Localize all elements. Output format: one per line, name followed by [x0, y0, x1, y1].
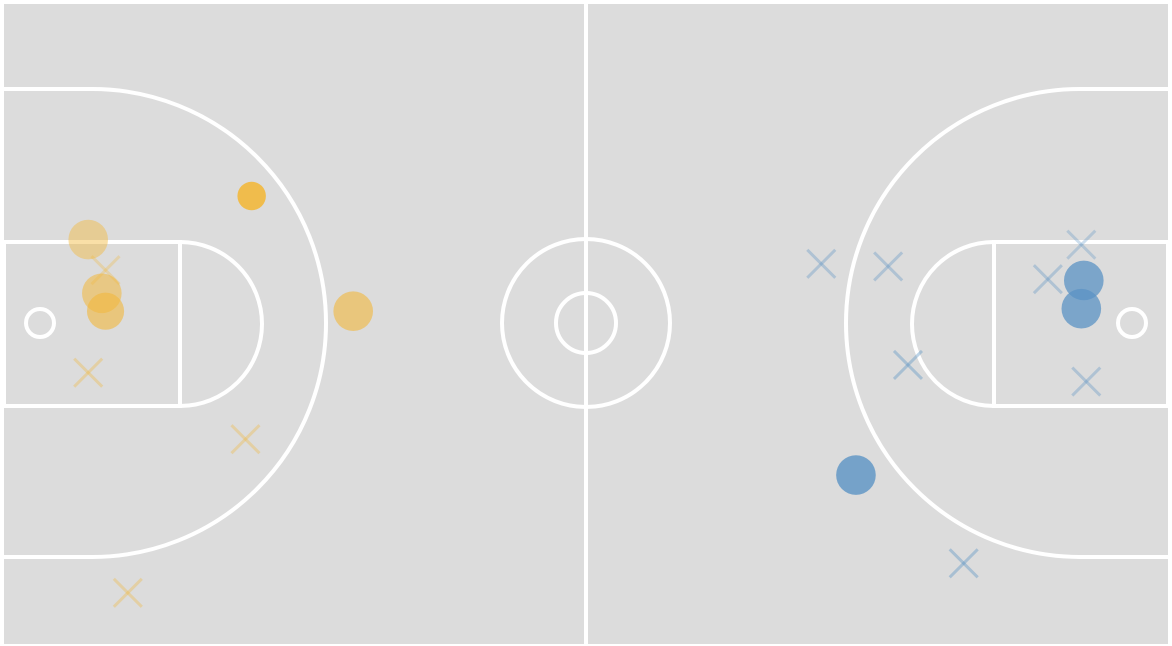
court-lines	[2, 4, 1170, 644]
left-paint	[2, 240, 182, 408]
left-three-point-arc	[4, 87, 328, 559]
left-hoop	[24, 307, 56, 339]
left-made-shot-4	[333, 291, 374, 332]
left-free-throw-arc	[179, 240, 264, 408]
right-missed-shot-0	[806, 248, 837, 279]
right-missed-shot-4	[892, 349, 924, 381]
left-missed-shot-3	[112, 577, 143, 608]
right-missed-shot-6	[948, 548, 979, 579]
right-free-throw-arc	[910, 240, 995, 408]
right-hoop	[1116, 307, 1148, 339]
right-missed-shot-1	[873, 251, 904, 282]
right-missed-shot-3	[1032, 264, 1063, 295]
left-made-shot-0	[68, 219, 109, 260]
center-circle-outer	[500, 237, 672, 409]
center-circle-inner	[554, 291, 618, 355]
left-missed-shot-0	[73, 357, 104, 388]
right-paint	[992, 240, 1170, 408]
left-missed-shot-1	[90, 255, 121, 286]
left-made-shot-2	[86, 292, 125, 330]
right-missed-shot-5	[1071, 366, 1102, 397]
shot-marks	[68, 181, 1104, 608]
left-made-shot-3	[237, 181, 266, 211]
right-three-point-arc	[844, 87, 1168, 559]
right-made-shot-2	[836, 455, 876, 495]
right-made-shot-1	[1061, 288, 1102, 329]
left-missed-shot-2	[230, 424, 261, 455]
right-missed-shot-2	[1066, 229, 1097, 260]
